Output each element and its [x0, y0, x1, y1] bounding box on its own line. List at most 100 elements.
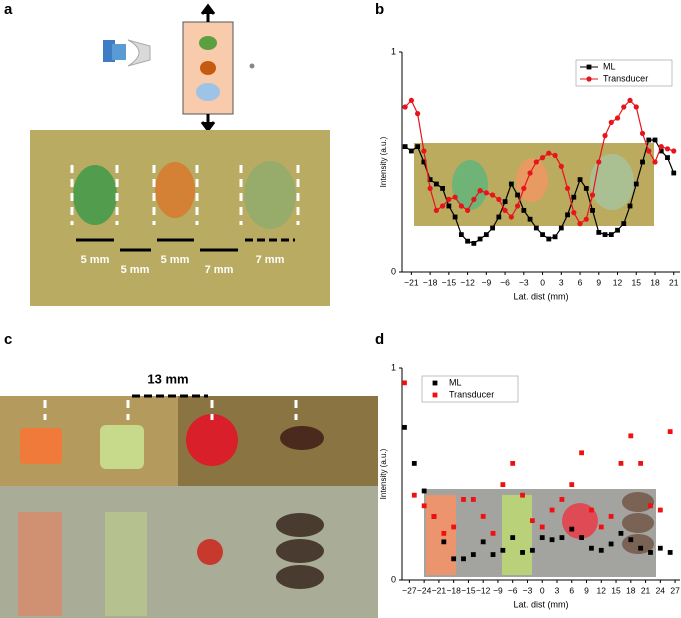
data-point	[402, 380, 407, 386]
x-tick-label: −6	[500, 277, 510, 287]
data-point	[549, 537, 555, 543]
dimension-label: 7 mm	[256, 254, 285, 266]
data-point	[621, 104, 627, 110]
x-tick-label: 0	[540, 585, 545, 595]
photo-a	[30, 130, 330, 306]
data-point	[510, 535, 516, 540]
data-point	[527, 170, 533, 176]
data-point	[639, 130, 646, 136]
data-point	[433, 181, 439, 187]
y-tick-label: 0	[391, 574, 396, 584]
data-point	[480, 539, 486, 545]
data-point	[552, 152, 558, 158]
data-point	[618, 461, 624, 466]
data-point	[652, 137, 658, 143]
data-point	[658, 144, 664, 150]
data-point	[608, 232, 614, 237]
x-tick-label: 6	[578, 277, 583, 287]
x-tick-label: 9	[596, 277, 601, 287]
data-point	[648, 503, 653, 509]
x-tick-label: 3	[559, 277, 564, 287]
data-point	[421, 488, 427, 494]
data-point	[508, 214, 514, 220]
data-point	[489, 192, 496, 198]
data-point	[621, 221, 627, 226]
x-tick-label: 15	[611, 585, 621, 595]
data-point	[461, 556, 466, 562]
legend-marker	[432, 392, 438, 398]
data-point	[508, 181, 514, 187]
y-tick-label: 1	[391, 46, 396, 56]
data-point	[533, 159, 539, 165]
data-point	[627, 97, 633, 103]
data-point	[640, 159, 645, 165]
data-point	[559, 497, 565, 502]
x-tick-label: −15	[442, 277, 457, 287]
data-point	[483, 232, 489, 237]
data-point	[415, 144, 421, 149]
data-point	[671, 170, 677, 176]
data-point	[615, 227, 620, 233]
x-tick-label: 12	[613, 277, 623, 287]
data-point	[602, 232, 608, 237]
y-axis-label: Intensity (a.u.)	[379, 136, 388, 187]
data-point	[415, 111, 421, 117]
x-tick-label: 3	[555, 585, 560, 595]
data-point	[602, 133, 608, 139]
data-point	[552, 234, 558, 240]
data-point	[533, 225, 539, 231]
x-tick-label: −18	[446, 585, 461, 595]
data-point	[583, 216, 589, 222]
data-point	[618, 530, 624, 536]
data-point	[628, 537, 634, 543]
data-point	[514, 203, 521, 209]
data-point	[598, 547, 604, 553]
data-point	[490, 225, 495, 231]
data-point	[421, 503, 427, 509]
x-tick-label: −21	[404, 277, 419, 287]
data-point	[664, 146, 671, 152]
data-point	[540, 232, 545, 237]
data-point	[500, 482, 506, 487]
data-point	[569, 482, 575, 487]
dimension-label: 5 mm	[161, 254, 190, 266]
data-point	[446, 196, 452, 202]
legend-marker	[432, 380, 438, 386]
data-point	[441, 539, 447, 545]
x-tick-label: 27	[670, 585, 680, 595]
x-tick-label: −3	[523, 585, 533, 595]
data-point	[559, 535, 565, 540]
data-point	[521, 185, 527, 191]
data-point	[608, 541, 614, 547]
data-point	[480, 514, 486, 519]
data-point	[652, 159, 658, 165]
data-point	[471, 241, 477, 246]
data-point	[520, 492, 525, 498]
data-point	[477, 236, 483, 242]
data-point	[500, 547, 506, 553]
data-point	[558, 163, 564, 169]
legend-label: Transducer	[449, 389, 494, 399]
photo-c	[0, 394, 378, 618]
x-tick-label: −9	[493, 585, 503, 595]
data-point	[529, 547, 535, 553]
data-point	[577, 221, 583, 227]
data-point	[648, 550, 653, 555]
dimension-label: 13 mm	[147, 371, 188, 386]
data-point	[627, 203, 633, 209]
data-point	[638, 461, 644, 466]
panel-label: a	[4, 1, 13, 18]
data-point	[490, 530, 496, 536]
x-tick-label: 18	[650, 277, 660, 287]
data-point	[539, 524, 545, 530]
data-point	[590, 208, 595, 213]
data-point	[665, 155, 670, 160]
data-point	[411, 461, 417, 466]
x-tick-label: 6	[569, 585, 574, 595]
data-point	[657, 545, 663, 551]
data-point	[671, 148, 677, 154]
data-point	[433, 207, 439, 213]
data-point	[569, 526, 575, 532]
y-tick-label: 1	[391, 362, 396, 372]
x-tick-label: −24	[417, 585, 432, 595]
